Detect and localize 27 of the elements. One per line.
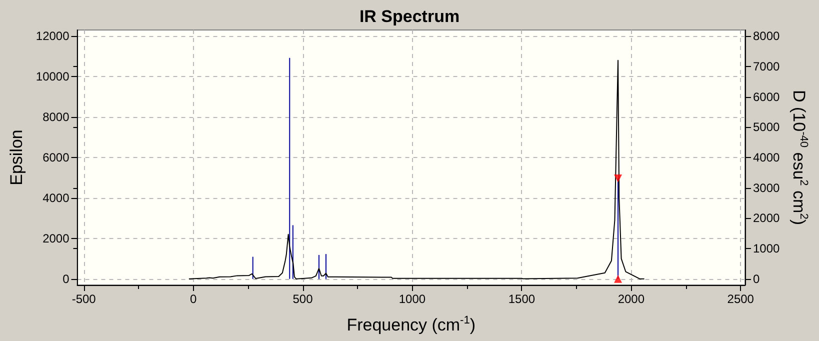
x-tick-label: -500 (72, 292, 96, 306)
y-tick-label: 4000 (42, 190, 70, 205)
y2-tick-label: 5000 (753, 120, 780, 134)
y2-tick-label: 6000 (753, 90, 780, 104)
y-tick-label: 6000 (42, 150, 70, 164)
x-tick-label: 2000 (618, 292, 645, 306)
y2-axis-title: D (10-40 esu2 cm2) (790, 90, 810, 226)
y-tick-label: 2000 (42, 231, 70, 246)
y2-tick-label: 2000 (753, 211, 780, 226)
y-tick-label: 10000 (36, 70, 70, 84)
y-axis-title: Epsilon (7, 130, 26, 186)
x-tick-label: 500 (292, 292, 314, 306)
x-tick-label: 1500 (508, 292, 536, 306)
y-tick-label: 8000 (42, 110, 70, 124)
y2-tick-label: 1000 (753, 242, 780, 256)
y-tick-label: 0 (62, 272, 70, 286)
line-series (188, 60, 645, 280)
y2-tick-label: 3000 (753, 180, 780, 195)
y2-tick-label: 4000 (753, 150, 780, 164)
y-tick-label: 12000 (36, 29, 70, 44)
x-tick-label: 0 (190, 292, 197, 306)
x-tick-label: 2500 (727, 292, 754, 306)
y2-tick-label: 7000 (753, 59, 780, 74)
x-tick-label: 1000 (398, 292, 426, 306)
chart-title: IR Spectrum (359, 7, 460, 26)
y2-tick-label: 0 (753, 272, 760, 286)
y2-tick-label: 8000 (753, 29, 780, 44)
